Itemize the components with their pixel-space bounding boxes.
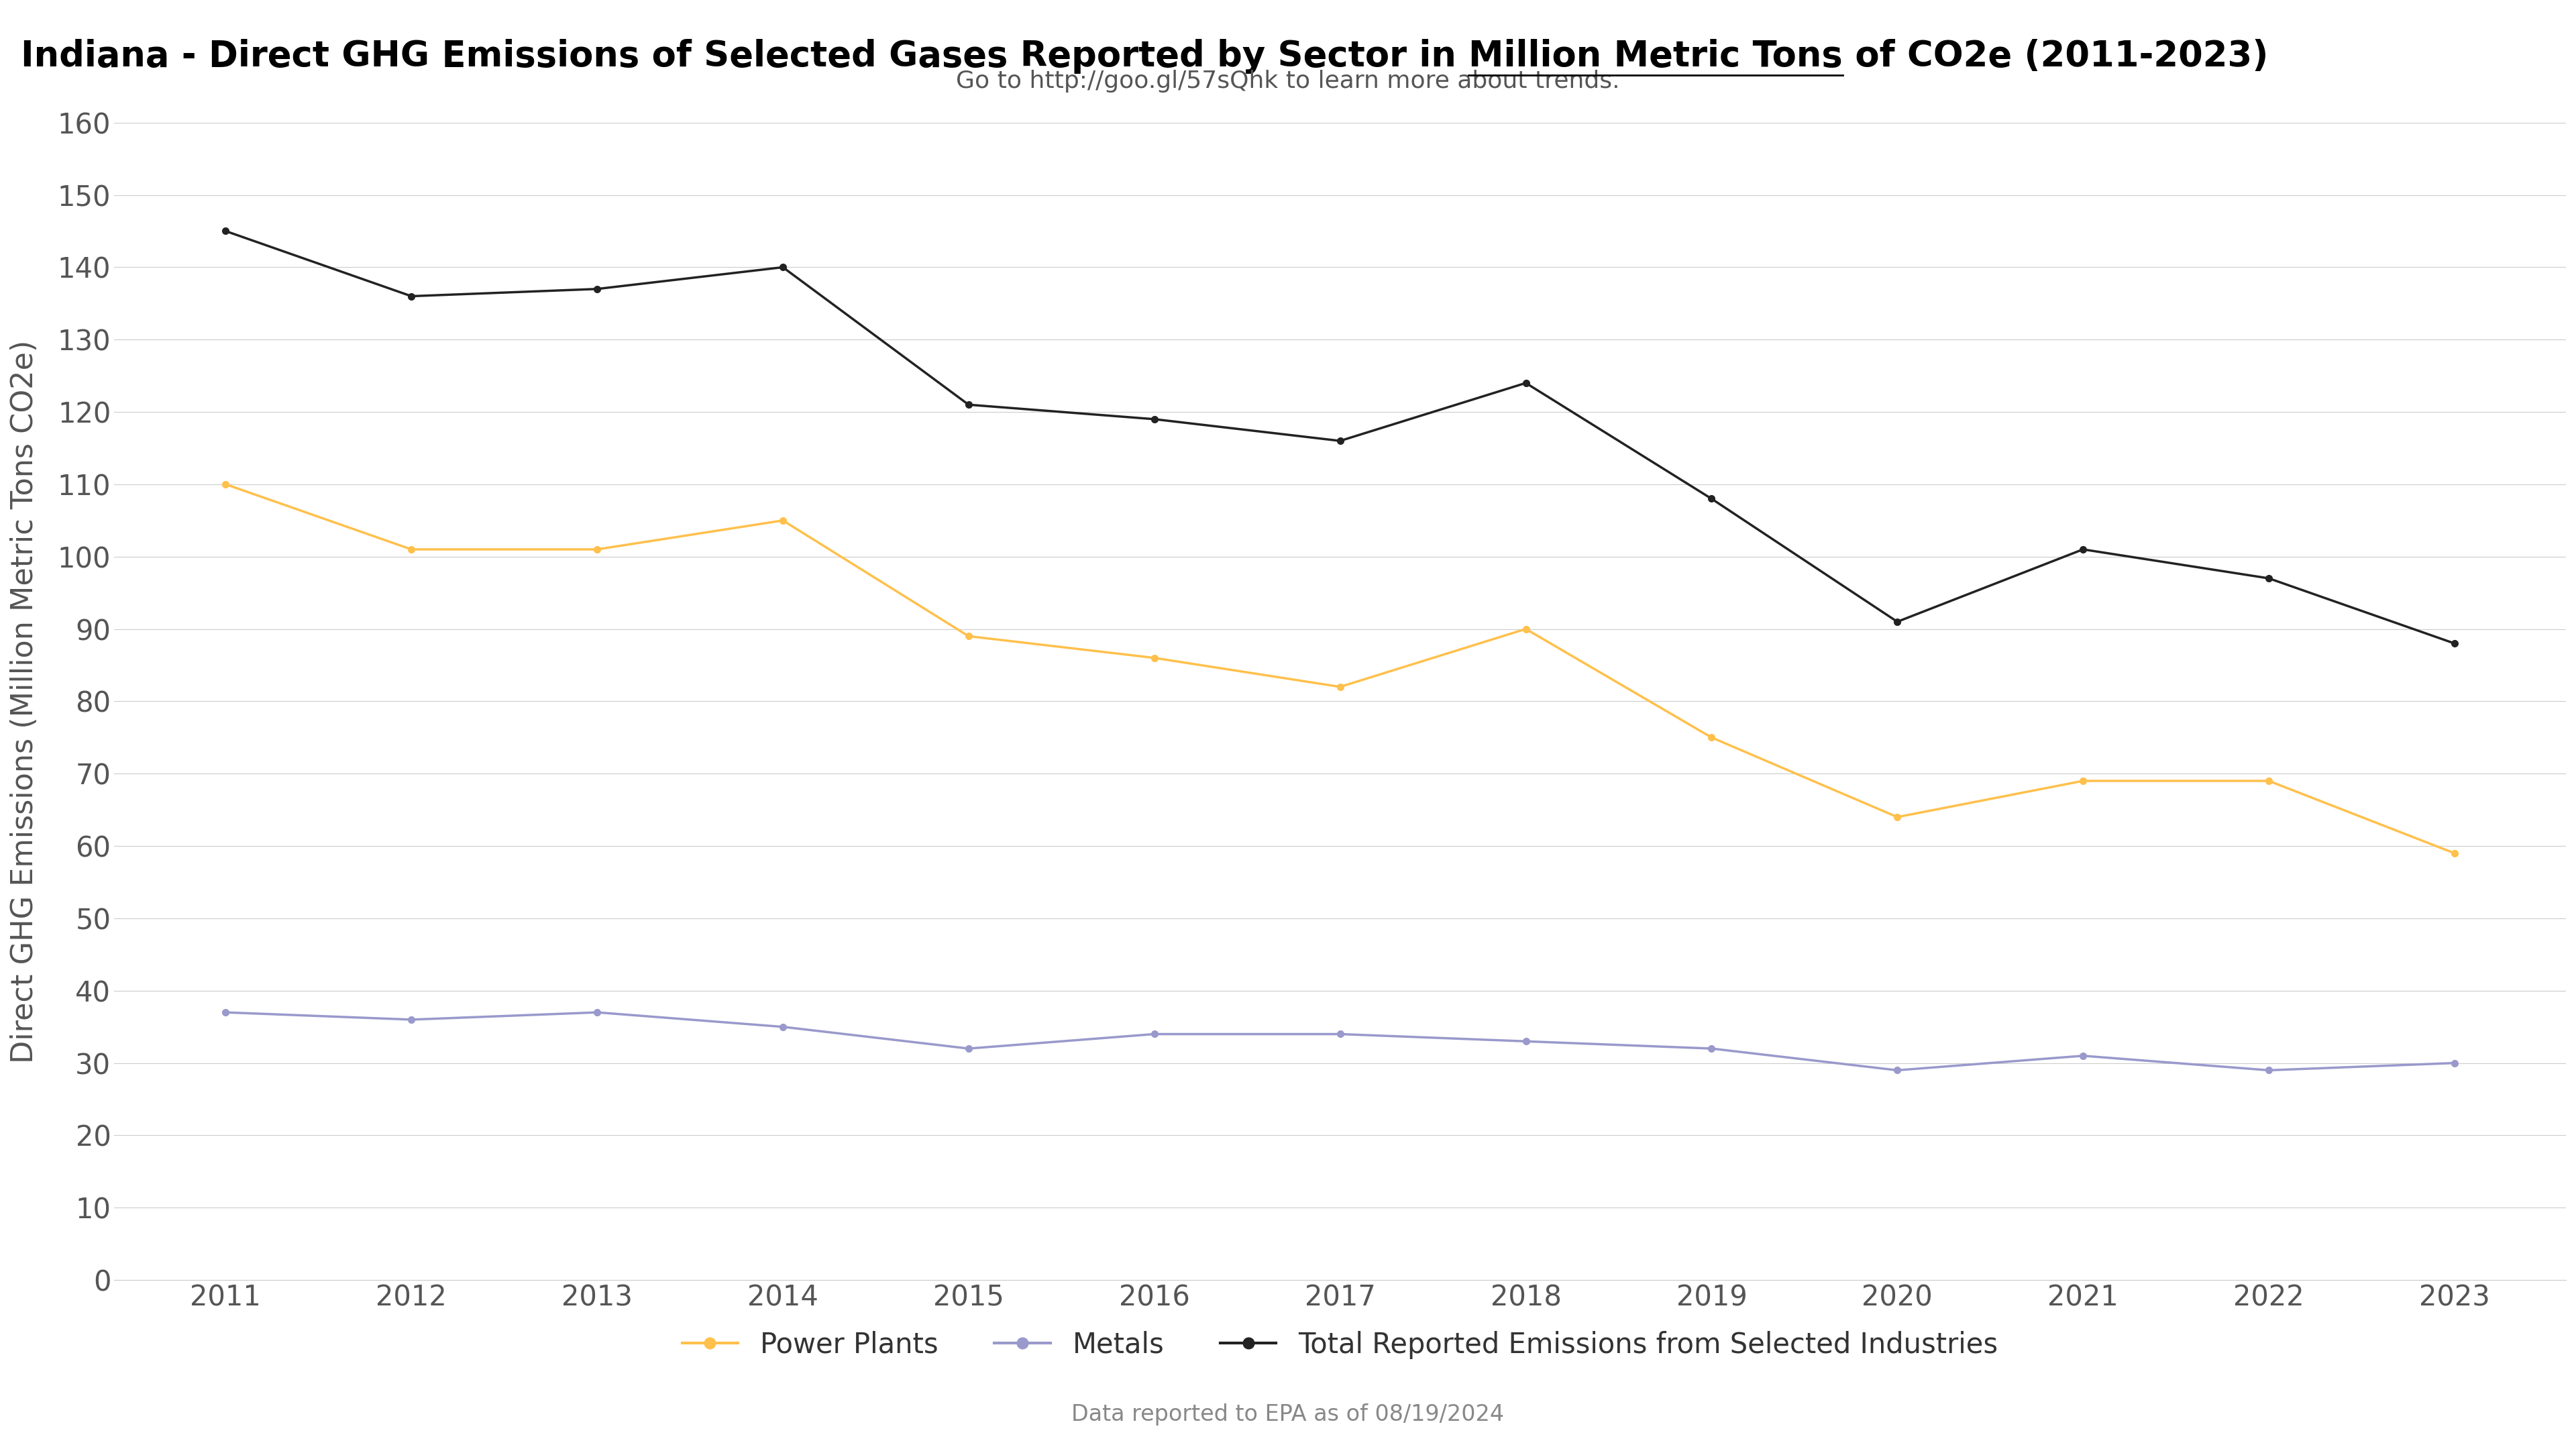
Text: of CO2e (2011-2023): of CO2e (2011-2023) — [1842, 39, 2267, 74]
Legend: Power Plants, Metals, Total Reported Emissions from Selected Industries: Power Plants, Metals, Total Reported Emi… — [670, 1320, 2009, 1371]
Text: Million Metric Tons: Million Metric Tons — [1468, 39, 1842, 74]
Text: Go to http://goo.gl/57sQhk to learn more about trends.: Go to http://goo.gl/57sQhk to learn more… — [956, 70, 1620, 93]
Text: Data reported to EPA as of 08/19/2024: Data reported to EPA as of 08/19/2024 — [1072, 1404, 1504, 1426]
Y-axis label: Direct GHG Emissions (Million Metric Tons CO2e): Direct GHG Emissions (Million Metric Ton… — [10, 339, 39, 1064]
Text: Indiana - Direct GHG Emissions of Selected Gases Reported by Sector in: Indiana - Direct GHG Emissions of Select… — [21, 39, 1468, 74]
